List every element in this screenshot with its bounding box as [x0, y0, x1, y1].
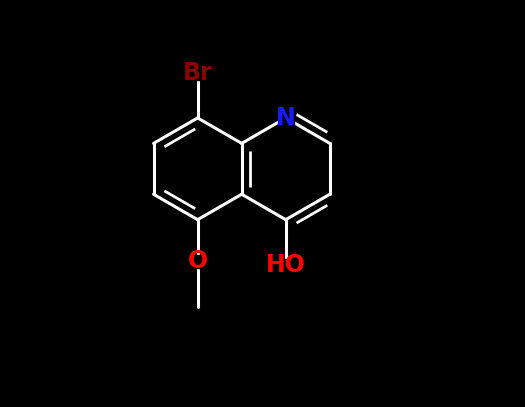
Bar — [186, 66, 209, 80]
Bar — [278, 111, 293, 125]
Text: Br: Br — [183, 61, 213, 85]
Bar — [274, 258, 298, 272]
Text: HO: HO — [266, 254, 306, 278]
Bar — [191, 255, 205, 268]
Text: N: N — [276, 106, 296, 130]
Text: O: O — [187, 249, 208, 274]
